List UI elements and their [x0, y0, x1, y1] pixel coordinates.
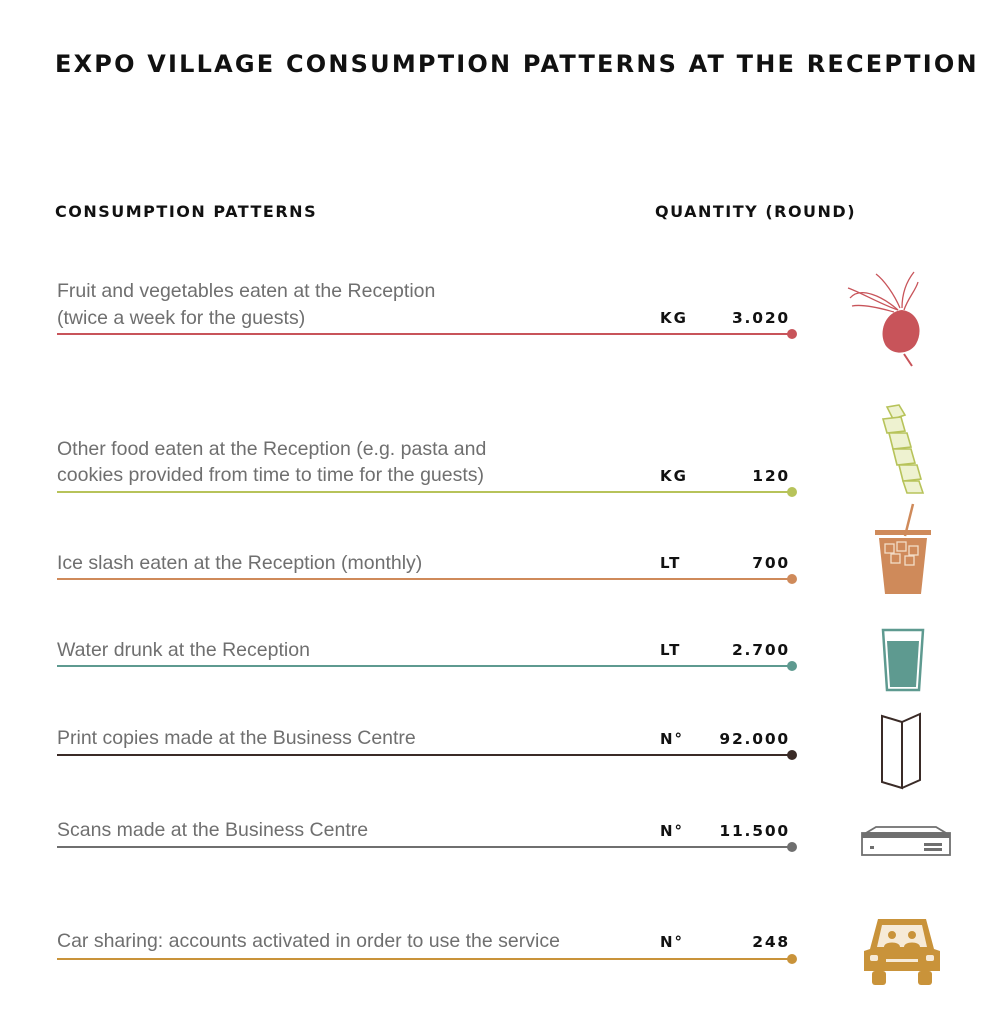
row-rule [57, 846, 790, 848]
page-title: EXPO VILLAGE CONSUMPTION PATTERNS AT THE… [55, 50, 979, 78]
row-label-line2: (twice a week for the guests) [57, 307, 306, 329]
row-quantity: 700 [752, 554, 790, 572]
row-quantity: 248 [752, 933, 790, 951]
row-rule [57, 333, 790, 335]
row-unit: KG [660, 467, 688, 485]
row-quantity: 3.020 [731, 309, 790, 327]
scanner-icon [861, 826, 951, 856]
row-quantity: 2.700 [731, 641, 790, 659]
row-label-line1: Print copies made at the Business Centre [57, 727, 416, 749]
row-unit: LT [660, 554, 682, 572]
row-label-line1: Scans made at the Business Centre [57, 819, 369, 841]
row-label-line1: Water drunk at the Reception [57, 639, 310, 661]
row-rule [57, 578, 790, 580]
water-glass-icon [881, 628, 925, 692]
row-label-line1: Car sharing: accounts activated in order… [57, 930, 560, 952]
row-end-dot [787, 329, 797, 339]
row-unit: N° [660, 822, 685, 840]
row-end-dot [787, 750, 797, 760]
row-unit: N° [660, 933, 685, 951]
folded-paper-icon [881, 712, 921, 790]
row-end-dot [787, 574, 797, 584]
row-quantity: 11.500 [719, 822, 790, 840]
row-rule [57, 958, 790, 960]
row-label-line1: Fruit and vegetables eaten at the Recept… [57, 280, 436, 302]
iced-drink-icon [875, 503, 931, 594]
row-unit: N° [660, 730, 685, 748]
pasta-icon [881, 404, 925, 494]
row-unit: KG [660, 309, 688, 327]
row-end-dot [787, 954, 797, 964]
row-label-line1: Other food eaten at the Reception (e.g. … [57, 438, 487, 460]
row-label-line1: Ice slash eaten at the Reception (monthl… [57, 552, 423, 574]
row-label-line2: cookies provided from time to time for t… [57, 464, 485, 486]
row-quantity: 120 [752, 467, 790, 485]
row-rule [57, 665, 790, 667]
column-header-patterns: CONSUMPTION PATTERNS [55, 202, 318, 221]
row-end-dot [787, 487, 797, 497]
beet-icon [847, 271, 920, 367]
row-rule [57, 754, 790, 756]
row-end-dot [787, 842, 797, 852]
row-end-dot [787, 661, 797, 671]
column-header-quantity: QUANTITY (ROUND) [655, 202, 857, 221]
car-icon [864, 919, 940, 985]
row-quantity: 92.000 [719, 730, 790, 748]
row-unit: LT [660, 641, 682, 659]
row-rule [57, 491, 790, 493]
